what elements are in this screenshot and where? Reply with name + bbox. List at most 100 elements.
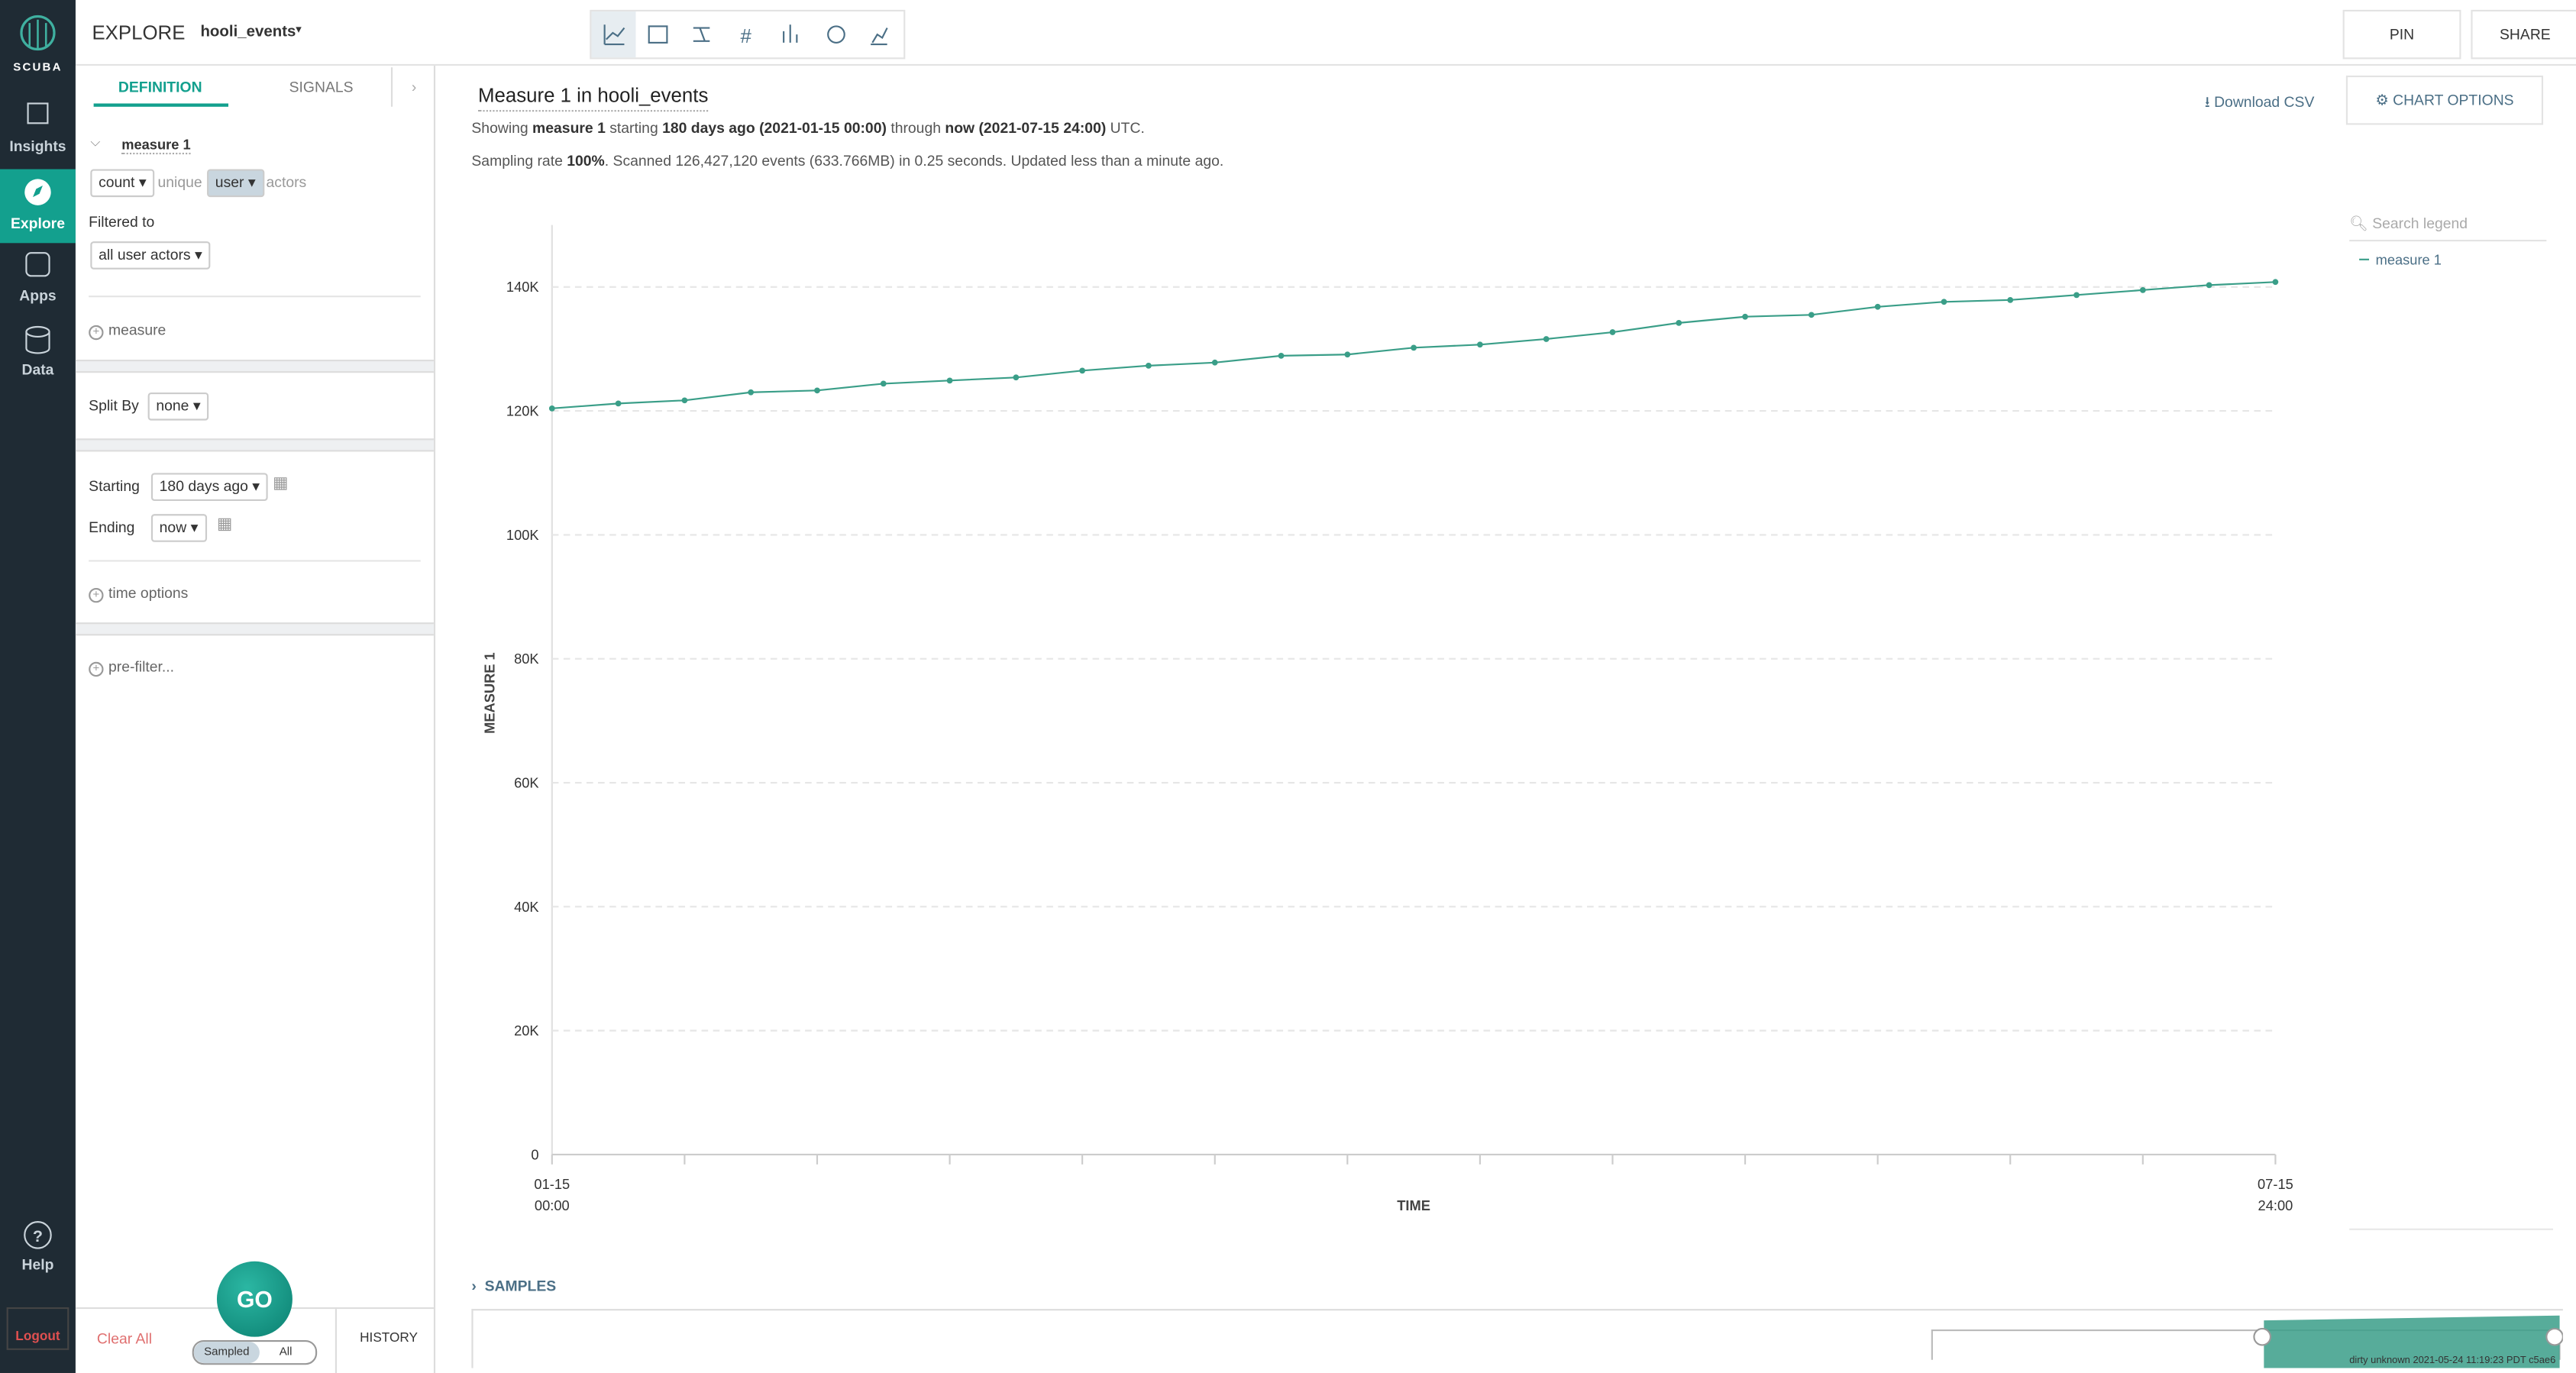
t: Showing (471, 120, 533, 137)
logo-text: SCUBA (13, 62, 63, 74)
point (1808, 312, 1815, 318)
divider (2349, 1228, 2553, 1230)
aggregation-select[interactable]: count ▾ (90, 169, 155, 198)
nav-data[interactable]: Data (0, 325, 76, 388)
timeline-brush[interactable] (471, 1309, 2563, 1368)
actor-type: user (215, 173, 244, 191)
nav-apps[interactable]: Apps (0, 251, 76, 314)
clear-all[interactable]: Clear All (96, 1330, 153, 1347)
header (75, 0, 2576, 66)
actors-label: actors (266, 173, 307, 191)
view-icons: # (603, 24, 888, 47)
start-select[interactable]: 180 days ago ▾ (150, 473, 268, 501)
pin-button[interactable]: PIN (2342, 9, 2461, 60)
point (814, 387, 820, 394)
pre-filter-label: pre-filter... (108, 658, 175, 675)
point (946, 377, 953, 384)
add-measure[interactable]: + measure (89, 322, 166, 341)
tab-signals[interactable]: SIGNALS (289, 79, 354, 95)
tab-definition[interactable]: DEFINITION (118, 79, 202, 95)
t: through (886, 120, 945, 137)
nav-insights[interactable]: Insights (0, 102, 76, 164)
samples-header[interactable]: › SAMPLES (471, 1278, 557, 1294)
end-select[interactable]: now ▾ (150, 514, 207, 542)
go-label: GO (237, 1285, 273, 1313)
filter: all user actors (99, 246, 191, 263)
point (1742, 313, 1748, 320)
y-axis-label: MEASURE 1 (482, 652, 498, 734)
x-tick-label: 07-15 24:00 (2258, 1175, 2293, 1214)
y-tick-label: 40K (514, 899, 539, 915)
nav-label: Help (21, 1256, 54, 1273)
sample-toggle[interactable]: Sampled All (192, 1339, 318, 1365)
y-tick-label: 120K (506, 403, 539, 419)
point (2206, 282, 2212, 289)
y-tick-label: 140K (506, 279, 539, 295)
time-options[interactable]: + time options (89, 585, 188, 603)
t: starting (605, 120, 663, 137)
split: none (156, 397, 189, 414)
point (1146, 362, 1152, 369)
chart-options[interactable]: ⚙ CHART OPTIONS (2345, 75, 2544, 125)
filtered-label: Filtered to (89, 213, 155, 231)
nav-explore[interactable]: Explore (0, 169, 76, 244)
point (1079, 367, 1086, 374)
split-label: Split By (89, 397, 139, 414)
samples-label: SAMPLES (484, 1278, 557, 1294)
point (880, 380, 887, 387)
legend-search[interactable]: 🔍︎ Search legend (2349, 207, 2547, 242)
logout[interactable]: Logout (6, 1307, 69, 1350)
section-band (75, 438, 434, 452)
x-axis-label: TIME (1397, 1197, 1430, 1213)
point (1676, 319, 1682, 326)
measure-name[interactable]: measure 1 (121, 137, 191, 155)
divider (89, 560, 421, 562)
point (1477, 341, 1483, 348)
x-tick-label: 01-15 00:00 (534, 1175, 570, 1214)
dataset-select[interactable]: hooli_events (200, 23, 296, 41)
point (1609, 329, 1616, 335)
divider (89, 296, 421, 298)
nav-help[interactable]: ? Help (0, 1220, 76, 1273)
t: measure 1 (532, 120, 606, 137)
filter-select[interactable]: all user actors ▾ (90, 241, 211, 270)
nav-label: Insights (9, 137, 66, 155)
time-options-label: time options (108, 584, 189, 602)
point (2007, 296, 2014, 303)
pre-filter[interactable]: + pre-filter... (89, 658, 174, 677)
brush-shape (1931, 1315, 2563, 1368)
ending-label: Ending (89, 519, 135, 536)
point (748, 389, 755, 396)
view-button[interactable] (591, 11, 636, 58)
svg-text:?: ? (33, 1227, 43, 1245)
point (1543, 336, 1550, 342)
go-button[interactable]: GO (216, 1261, 293, 1337)
t: UTC. (1106, 120, 1145, 137)
history-button[interactable]: HISTORY (360, 1330, 419, 1346)
view-toolbar: # (590, 9, 906, 60)
y-tick-label: 60K (514, 774, 539, 790)
share-button[interactable]: SHARE (2471, 9, 2576, 60)
search-placeholder: Search legend (2372, 215, 2468, 232)
t: 180 days ago (2021-01-15 00:00) (662, 120, 887, 137)
calendar-icon[interactable]: ▦ (216, 515, 233, 534)
chart-options-label: CHART OPTIONS (2393, 92, 2514, 108)
point (1874, 303, 1881, 310)
chevron: ⌵ (90, 134, 101, 150)
point (1411, 344, 1417, 351)
nav-label: Apps (19, 287, 57, 304)
calendar-icon[interactable]: ▦ (273, 474, 289, 493)
split-select[interactable]: none ▾ (147, 393, 209, 421)
point (1013, 374, 1020, 381)
build-info: dirty unknown 2021-05-24 11:19:23 PDT c5… (2349, 1356, 2556, 1367)
y-tick-label: 20K (514, 1022, 539, 1039)
toggle-sampled: Sampled (193, 1342, 260, 1364)
y-tick-label: 100K (506, 527, 539, 543)
point (1211, 359, 1218, 366)
download-csv[interactable]: ⭳ Download CSV (2204, 93, 2315, 111)
actor-select[interactable]: user ▾ (207, 169, 264, 198)
collapse-button[interactable]: › (390, 67, 435, 107)
svg-text:#: # (740, 26, 751, 47)
